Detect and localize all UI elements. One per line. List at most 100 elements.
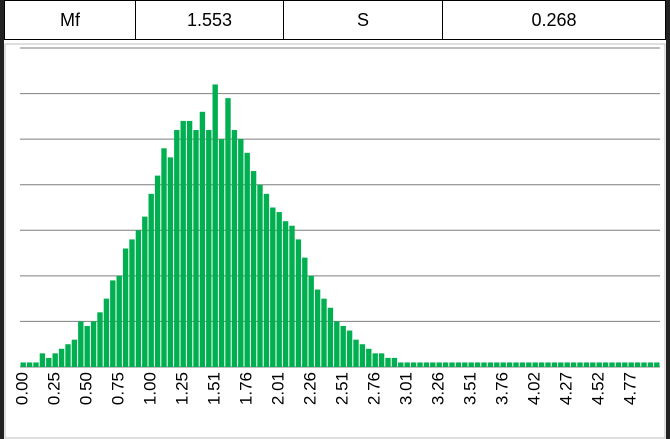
bar bbox=[462, 362, 468, 367]
bar bbox=[532, 362, 538, 367]
bar bbox=[615, 362, 622, 367]
bar bbox=[506, 362, 513, 367]
x-tick-label: 3.76 bbox=[493, 372, 512, 405]
bar bbox=[142, 216, 148, 367]
bar bbox=[570, 362, 577, 367]
bar bbox=[353, 339, 359, 367]
bar bbox=[372, 353, 378, 367]
bar bbox=[545, 362, 551, 367]
bar bbox=[218, 139, 225, 367]
bar bbox=[417, 362, 423, 367]
x-tick-label: 4.77 bbox=[621, 372, 640, 405]
bar bbox=[526, 362, 532, 367]
bar bbox=[167, 157, 174, 367]
x-tick-label: 0.75 bbox=[109, 372, 128, 405]
bar bbox=[558, 362, 564, 367]
x-tick-label: 1.51 bbox=[205, 372, 224, 405]
bar bbox=[346, 330, 353, 367]
bar bbox=[129, 239, 135, 367]
x-tick-label: 0.50 bbox=[77, 372, 96, 405]
bar bbox=[314, 289, 321, 367]
bar bbox=[538, 362, 545, 367]
bar bbox=[97, 312, 103, 367]
bar bbox=[519, 362, 526, 367]
bar bbox=[308, 275, 314, 367]
bar bbox=[378, 353, 385, 367]
bar bbox=[250, 171, 257, 367]
bar bbox=[494, 362, 500, 367]
x-tick-label: 2.76 bbox=[365, 372, 384, 405]
bar bbox=[154, 175, 161, 367]
bar bbox=[436, 362, 442, 367]
x-tick-label: 2.51 bbox=[333, 372, 352, 405]
bar bbox=[602, 362, 609, 367]
bar bbox=[340, 325, 346, 367]
bar bbox=[455, 362, 462, 367]
stat-label: Mf bbox=[4, 0, 136, 40]
bar bbox=[78, 321, 84, 367]
bar bbox=[410, 362, 417, 367]
bar bbox=[430, 362, 436, 367]
bar bbox=[148, 193, 154, 367]
bar bbox=[404, 362, 410, 367]
bar bbox=[46, 357, 52, 367]
bar bbox=[84, 325, 90, 367]
bar bbox=[65, 344, 71, 367]
stats-row: Mf 1.553 S 0.268 bbox=[4, 0, 666, 40]
bar bbox=[385, 357, 391, 367]
bar bbox=[33, 362, 39, 367]
bar bbox=[52, 353, 58, 367]
x-tick-label: 1.25 bbox=[173, 372, 192, 405]
x-tick-label: 3.51 bbox=[461, 372, 480, 405]
bar bbox=[302, 257, 308, 367]
bar bbox=[263, 193, 270, 367]
bar bbox=[199, 111, 206, 367]
bar bbox=[231, 130, 238, 367]
bar bbox=[90, 321, 97, 367]
stats-table: Mf 1.553 S 0.268 bbox=[4, 0, 666, 40]
bar bbox=[634, 362, 641, 367]
bar bbox=[244, 152, 250, 367]
bar bbox=[39, 353, 46, 367]
bar bbox=[334, 321, 340, 367]
bar bbox=[609, 362, 615, 367]
bar bbox=[110, 280, 116, 367]
bar bbox=[20, 362, 26, 367]
bar bbox=[116, 275, 122, 367]
x-tick-label: 2.01 bbox=[269, 372, 288, 405]
frame: Mf 1.553 S 0.268 0.00 0.25 0.50 0.75 1.00 1.2… bbox=[4, 0, 666, 439]
bar bbox=[577, 362, 583, 367]
bar bbox=[481, 362, 487, 367]
bar bbox=[186, 120, 193, 368]
bar bbox=[596, 362, 602, 367]
bar bbox=[58, 348, 65, 367]
bar bbox=[474, 362, 481, 367]
bar bbox=[276, 212, 282, 367]
bar bbox=[398, 362, 404, 367]
bar bbox=[71, 339, 78, 367]
x-tick-label: 4.52 bbox=[589, 372, 608, 405]
bar bbox=[238, 139, 244, 367]
bar bbox=[647, 362, 654, 367]
bar bbox=[513, 362, 519, 367]
x-tick-label: 2.26 bbox=[301, 372, 320, 405]
bar bbox=[551, 362, 558, 367]
bar bbox=[289, 225, 295, 367]
x-tick-label: 1.76 bbox=[237, 372, 256, 405]
bar bbox=[359, 344, 366, 367]
x-tick-label: 0.25 bbox=[45, 372, 64, 405]
bar bbox=[564, 362, 570, 367]
bar bbox=[327, 307, 334, 367]
bar bbox=[103, 298, 110, 367]
bar bbox=[174, 130, 180, 367]
bar bbox=[391, 357, 398, 367]
bar bbox=[282, 221, 289, 367]
x-tick-label: 0.00 bbox=[13, 372, 32, 405]
bar bbox=[366, 348, 372, 367]
bar bbox=[628, 362, 634, 367]
bar bbox=[583, 362, 590, 367]
bar bbox=[487, 362, 494, 367]
x-tick-label: 4.02 bbox=[525, 372, 544, 405]
stat-value: 0.268 bbox=[442, 0, 666, 40]
